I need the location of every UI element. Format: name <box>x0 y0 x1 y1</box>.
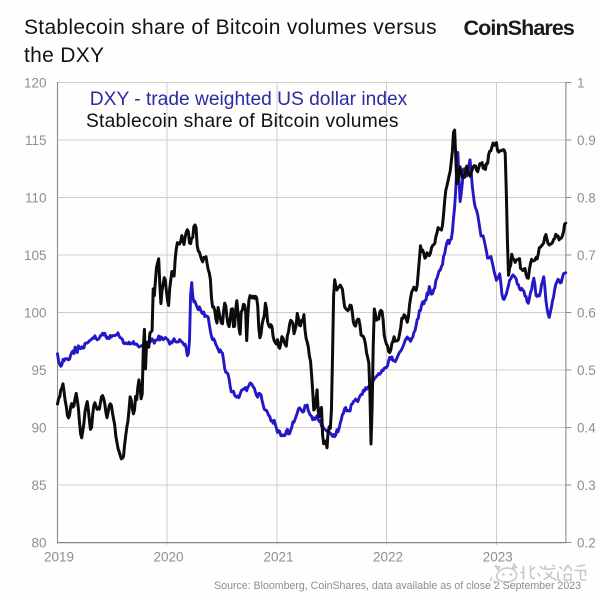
svg-text:80: 80 <box>31 535 46 550</box>
svg-text:120: 120 <box>24 75 47 90</box>
svg-text:90: 90 <box>31 420 46 435</box>
svg-text:0.9: 0.9 <box>577 133 596 148</box>
svg-text:85: 85 <box>31 478 46 493</box>
svg-text:0.6: 0.6 <box>577 305 596 320</box>
svg-text:2023: 2023 <box>483 550 513 565</box>
svg-text:0.3: 0.3 <box>577 478 596 493</box>
svg-text:0.7: 0.7 <box>577 248 596 263</box>
svg-text:0.8: 0.8 <box>577 190 596 205</box>
svg-text:105: 105 <box>24 248 47 263</box>
svg-text:2020: 2020 <box>153 550 183 565</box>
svg-text:0.4: 0.4 <box>577 420 596 435</box>
svg-text:1: 1 <box>577 75 585 90</box>
svg-text:115: 115 <box>25 133 47 148</box>
svg-text:110: 110 <box>25 190 47 205</box>
svg-text:95: 95 <box>31 363 46 378</box>
svg-text:0.5: 0.5 <box>577 363 596 378</box>
svg-text:2022: 2022 <box>373 550 403 565</box>
svg-text:2021: 2021 <box>263 550 293 565</box>
svg-text:100: 100 <box>24 305 47 320</box>
svg-text:0.2: 0.2 <box>577 535 596 550</box>
svg-text:2019: 2019 <box>44 550 74 565</box>
